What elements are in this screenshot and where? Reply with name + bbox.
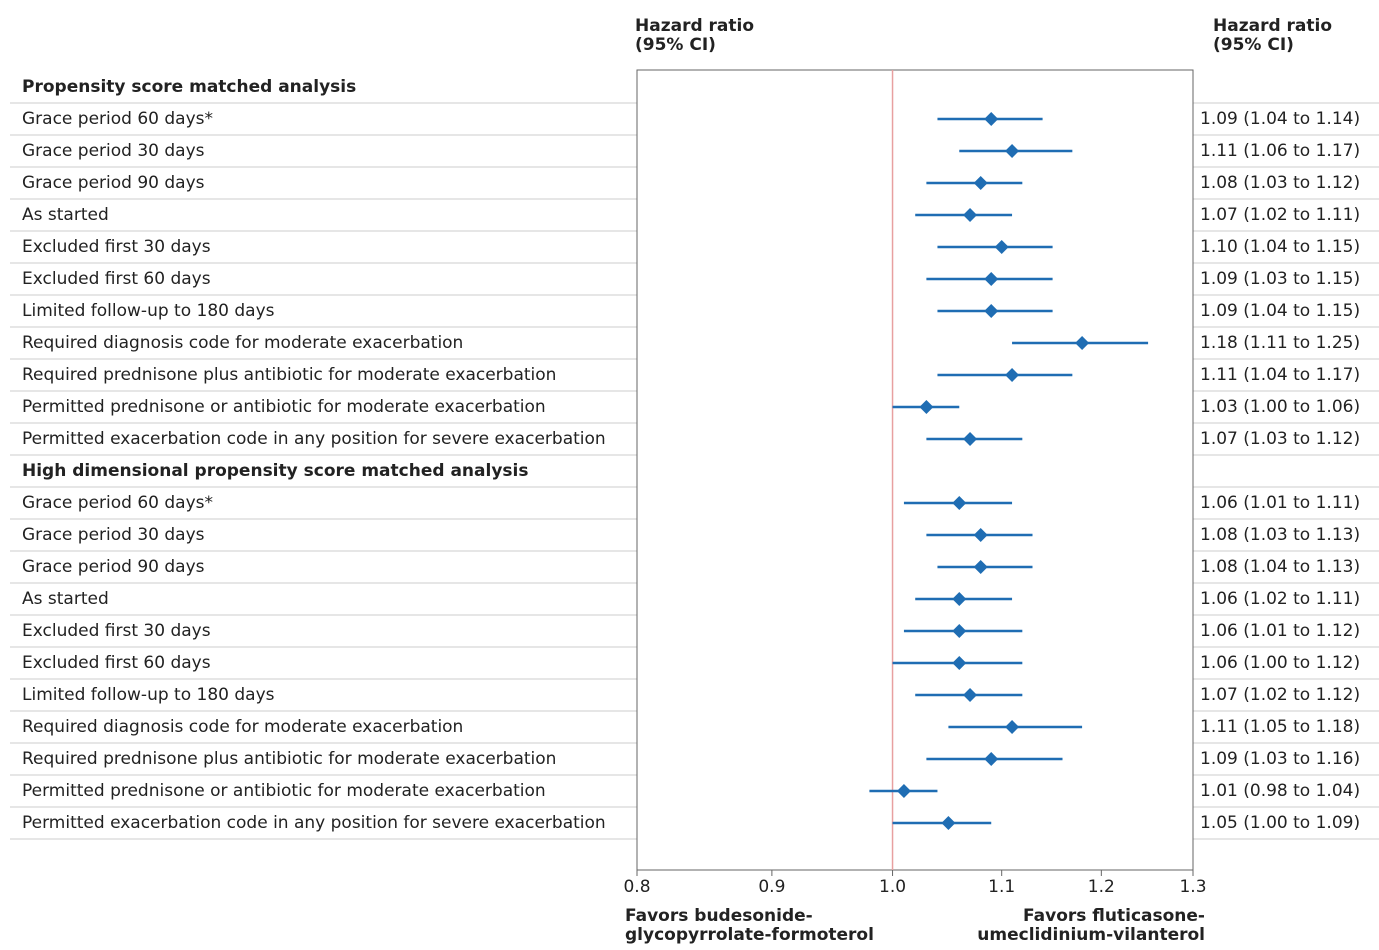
row-label: Required diagnosis code for moderate exa… <box>22 717 463 737</box>
header-right: (95% CI) <box>1213 35 1294 55</box>
x-tick-label: 1.3 <box>1179 877 1206 897</box>
value-label: 1.07 (1.03 to 1.12) <box>1200 429 1360 449</box>
row-label: Excluded first 60 days <box>22 269 211 289</box>
row-label: Excluded first 30 days <box>22 621 211 641</box>
value-label: 1.09 (1.04 to 1.15) <box>1200 301 1360 321</box>
value-label: 1.10 (1.04 to 1.15) <box>1200 237 1360 257</box>
value-label: 1.07 (1.02 to 1.11) <box>1200 205 1360 225</box>
point-estimate <box>952 592 967 606</box>
point-estimate <box>952 624 967 638</box>
value-label: 1.08 (1.03 to 1.13) <box>1200 525 1360 545</box>
header-right: Hazard ratio <box>1213 16 1332 36</box>
row-label: Permitted prednisone or antibiotic for m… <box>22 781 546 801</box>
point-estimate <box>952 496 967 510</box>
point-estimate <box>984 752 999 766</box>
row-label: Excluded first 60 days <box>22 653 211 673</box>
point-estimate <box>1075 336 1090 350</box>
point-estimate <box>919 400 934 414</box>
point-estimate <box>941 816 956 830</box>
point-estimate <box>973 528 988 542</box>
row-label: Grace period 90 days <box>22 557 205 577</box>
x-tick-label: 0.8 <box>623 877 650 897</box>
x-tick-label: 1.1 <box>988 877 1015 897</box>
row-label: Permitted prednisone or antibiotic for m… <box>22 397 546 417</box>
row-label: Permitted exacerbation code in any posit… <box>22 429 606 449</box>
row-label: Grace period 60 days* <box>22 493 213 513</box>
row-label: Grace period 30 days <box>22 141 205 161</box>
value-label: 1.06 (1.01 to 1.12) <box>1200 621 1360 641</box>
row-label: Limited follow-up to 180 days <box>22 301 275 321</box>
row-label: Required prednisone plus antibiotic for … <box>22 749 556 769</box>
point-estimate <box>963 208 978 222</box>
value-label: 1.03 (1.00 to 1.06) <box>1200 397 1360 417</box>
point-estimate <box>973 176 988 190</box>
x-label-left: Favors budesonide- <box>625 906 813 926</box>
row-label: As started <box>22 205 109 225</box>
row-label: Required diagnosis code for moderate exa… <box>22 333 463 353</box>
row-label: Excluded first 30 days <box>22 237 211 257</box>
value-label: 1.08 (1.04 to 1.13) <box>1200 557 1360 577</box>
point-estimate <box>1005 144 1020 158</box>
row-label: Grace period 30 days <box>22 525 205 545</box>
point-estimate <box>994 240 1009 254</box>
point-estimate <box>963 432 978 446</box>
value-label: 1.11 (1.04 to 1.17) <box>1200 365 1360 385</box>
group-header: High dimensional propensity score matche… <box>22 461 528 481</box>
point-estimate <box>973 560 988 574</box>
value-label: 1.06 (1.01 to 1.11) <box>1200 493 1360 513</box>
point-estimate <box>1005 368 1020 382</box>
value-label: 1.11 (1.06 to 1.17) <box>1200 141 1360 161</box>
row-label: Grace period 90 days <box>22 173 205 193</box>
value-label: 1.06 (1.02 to 1.11) <box>1200 589 1360 609</box>
header-left: Hazard ratio <box>635 16 754 36</box>
value-label: 1.09 (1.03 to 1.16) <box>1200 749 1360 769</box>
point-estimate <box>1005 720 1020 734</box>
x-label-right: umeclidinium-vilanterol <box>977 925 1205 945</box>
value-label: 1.05 (1.00 to 1.09) <box>1200 813 1360 833</box>
x-tick-label: 1.0 <box>879 877 906 897</box>
x-tick-label: 0.9 <box>758 877 785 897</box>
plot-area <box>636 69 1194 871</box>
value-label: 1.09 (1.03 to 1.15) <box>1200 269 1360 289</box>
point-estimate <box>896 784 911 798</box>
row-label: As started <box>22 589 109 609</box>
value-label: 1.06 (1.00 to 1.12) <box>1200 653 1360 673</box>
point-estimate <box>984 112 999 126</box>
x-tick-label: 1.2 <box>1088 877 1115 897</box>
row-label: Permitted exacerbation code in any posit… <box>22 813 606 833</box>
point-estimate <box>984 304 999 318</box>
x-label-right: Favors fluticasone- <box>1023 906 1205 926</box>
group-header: Propensity score matched analysis <box>22 77 356 97</box>
value-label: 1.11 (1.05 to 1.18) <box>1200 717 1360 737</box>
point-estimate <box>984 272 999 286</box>
x-label-left: glycopyrrolate-formoterol <box>625 925 874 945</box>
row-label: Required prednisone plus antibiotic for … <box>22 365 556 385</box>
value-label: 1.18 (1.11 to 1.25) <box>1200 333 1360 353</box>
value-label: 1.09 (1.04 to 1.14) <box>1200 109 1360 129</box>
point-estimate <box>963 688 978 702</box>
row-label: Limited follow-up to 180 days <box>22 685 275 705</box>
value-label: 1.01 (0.98 to 1.04) <box>1200 781 1360 801</box>
point-estimate <box>952 656 967 670</box>
value-label: 1.08 (1.03 to 1.12) <box>1200 173 1360 193</box>
row-label: Grace period 60 days* <box>22 109 213 129</box>
value-label: 1.07 (1.02 to 1.12) <box>1200 685 1360 705</box>
header-left: (95% CI) <box>635 35 716 55</box>
